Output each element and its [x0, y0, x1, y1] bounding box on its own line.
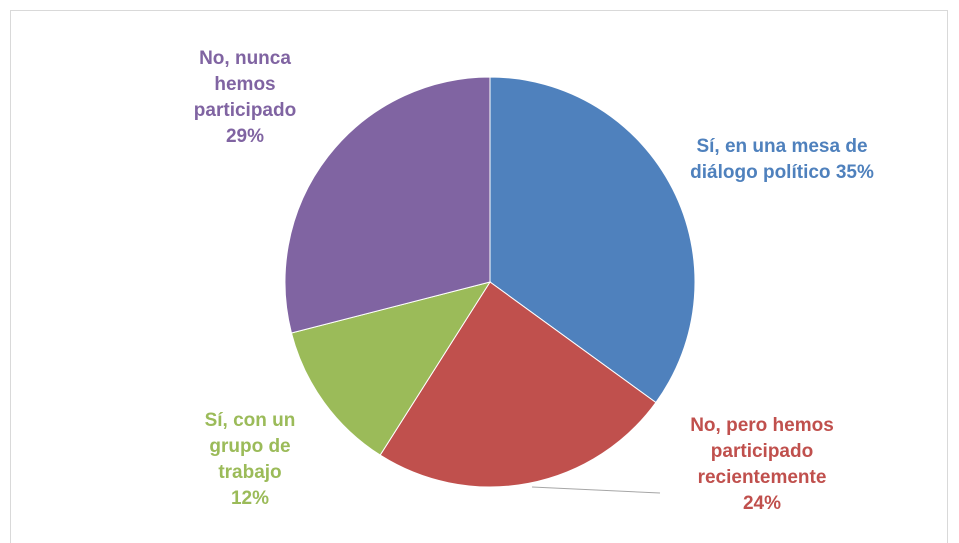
pie-slice: [489, 76, 696, 404]
slice-label: No, pero hemos participado recientemente…: [680, 413, 845, 517]
slice-label: No, nunca hemos participado 29%: [178, 46, 313, 150]
slice-label: Sí, en una mesa de diálogo político 35%: [687, 134, 877, 186]
value-label: 29%: [225, 126, 265, 147]
leader-line: [531, 486, 661, 494]
slice-label: Sí, con un grupo de trabajo 12%: [188, 408, 313, 512]
value-label: 35%: [835, 162, 874, 183]
value-label: 12%: [230, 488, 270, 509]
chart-frame: [10, 10, 948, 543]
category-label: Sí, con un grupo de trabajo: [204, 410, 296, 483]
pie-slice: [284, 76, 491, 334]
value-label: 24%: [742, 493, 782, 514]
category-label: Sí, en una mesa de diálogo político: [690, 136, 868, 183]
category-label: No, pero hemos participado recientemente: [690, 415, 834, 488]
pie-slice: [379, 281, 657, 488]
pie-slice: [290, 281, 492, 456]
category-label: No, nunca hemos participado: [193, 48, 297, 121]
